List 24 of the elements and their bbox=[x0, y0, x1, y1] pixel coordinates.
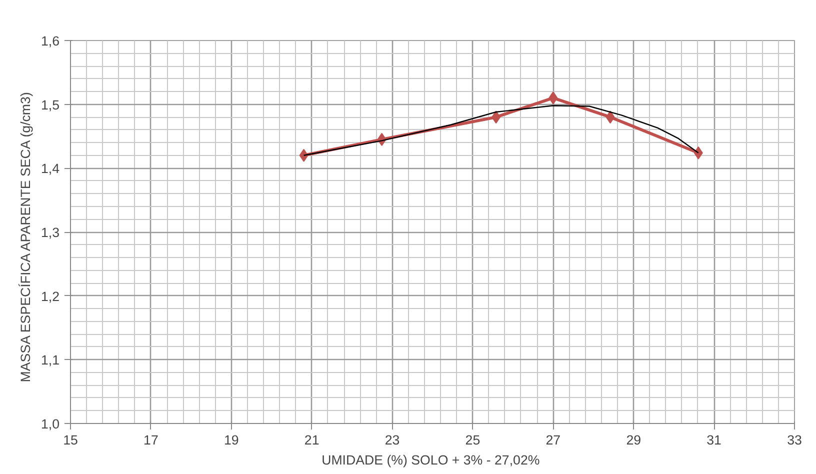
point bbox=[548, 91, 558, 104]
y-tick-label: 1,6 bbox=[40, 34, 60, 48]
x-tick-label: 29 bbox=[626, 432, 642, 448]
x-tick-label: 33 bbox=[787, 432, 802, 448]
x-tick-label: 27 bbox=[546, 432, 561, 448]
y-axis-title: MASSA ESPECÍFICA APARENTE SECA (g/cm3) bbox=[18, 92, 33, 382]
y-tick-label: 1,5 bbox=[40, 97, 60, 112]
x-axis-title: UMIDADE (%) SOLO + 3% - 27,02% bbox=[322, 452, 540, 468]
point bbox=[492, 110, 501, 124]
x-tick-label: 25 bbox=[465, 432, 480, 448]
x-tick-label: 23 bbox=[384, 432, 400, 448]
y-tick-label: 1,4 bbox=[40, 161, 60, 176]
y-tick-label: 1,0 bbox=[40, 416, 60, 432]
y-tick-label: 1,2 bbox=[40, 288, 60, 304]
point bbox=[694, 146, 703, 160]
x-tick-label: 17 bbox=[144, 432, 158, 448]
x-tick-label: 19 bbox=[224, 432, 239, 448]
point bbox=[606, 110, 615, 124]
y-tick-label: 1,3 bbox=[40, 225, 60, 240]
x-tick-label: 31 bbox=[706, 432, 722, 448]
x-tick-label: 15 bbox=[63, 432, 78, 448]
y-tick-label: 1,1 bbox=[40, 352, 60, 368]
x-tick-label: 21 bbox=[304, 432, 320, 448]
point bbox=[299, 148, 308, 162]
